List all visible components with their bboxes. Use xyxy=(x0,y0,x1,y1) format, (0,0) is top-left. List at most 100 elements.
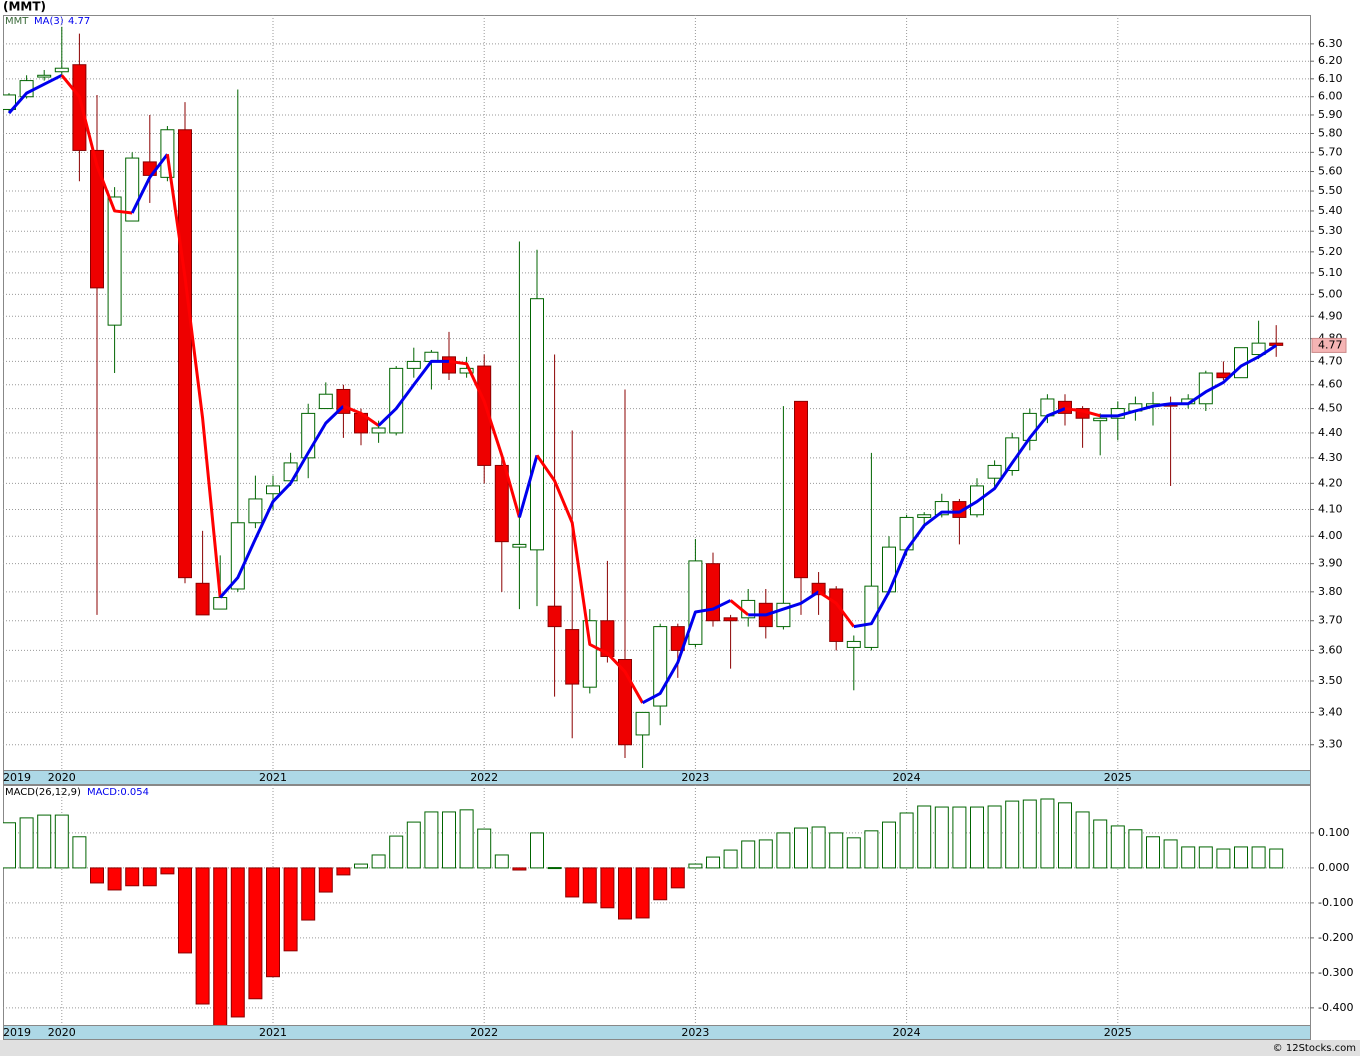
y-tick-label: 3.40 xyxy=(1318,705,1343,718)
legend-symbol: MMT xyxy=(5,16,29,27)
y-tick-label: 4.40 xyxy=(1318,426,1343,439)
candle-body xyxy=(600,620,615,657)
ma-line xyxy=(748,590,820,617)
x-tick-label: 2019 xyxy=(3,1026,31,1039)
y-tick-label: 4.50 xyxy=(1318,402,1343,415)
ma-line xyxy=(517,454,539,518)
macd-bar xyxy=(195,867,210,1005)
x-tick-label: 2022 xyxy=(470,771,498,784)
price-badge xyxy=(1311,337,1347,353)
x-tick-label: 2024 xyxy=(893,771,921,784)
macd-bar xyxy=(547,867,562,870)
candle-body xyxy=(670,626,685,651)
macd-bar xyxy=(178,867,192,954)
y-tick-label: 5.80 xyxy=(1318,126,1343,139)
y-tick-label: 4.30 xyxy=(1318,451,1343,464)
ma-line xyxy=(342,404,380,427)
macd-bar xyxy=(635,867,650,919)
macd-bar xyxy=(811,826,826,869)
macd-bar xyxy=(37,814,52,869)
macd-bar xyxy=(213,867,228,1025)
candle-body xyxy=(987,464,1002,479)
macd-bar xyxy=(283,867,298,952)
macd-bar xyxy=(1146,836,1160,869)
macd-bar xyxy=(600,867,615,909)
y-tick-label: 5.40 xyxy=(1318,204,1343,217)
legend-ma: MA(3) xyxy=(34,16,64,27)
candle-body xyxy=(864,585,879,648)
macd-bar xyxy=(125,867,140,887)
macd-bar xyxy=(142,867,157,887)
candle-body xyxy=(1269,342,1284,346)
price-plot xyxy=(3,15,1310,770)
candle-body xyxy=(846,640,861,648)
macd-bar xyxy=(670,867,685,889)
macd-bar xyxy=(424,811,439,869)
x-tick-label: 2020 xyxy=(48,1026,76,1039)
y-tick-label: 0.100 xyxy=(1318,826,1350,839)
macd-bar xyxy=(582,867,597,904)
date-bar xyxy=(3,1025,1311,1040)
macd-bar xyxy=(706,856,720,869)
macd-bar xyxy=(1128,829,1143,869)
macd-bar xyxy=(530,832,544,869)
candle-body xyxy=(706,563,720,622)
macd-bar xyxy=(934,806,949,869)
macd-bar xyxy=(970,806,984,869)
candle-body xyxy=(459,367,474,374)
macd-bar xyxy=(336,867,351,876)
ma-line xyxy=(130,153,169,214)
y-tick-label: 4.90 xyxy=(1318,309,1343,322)
macd-bar xyxy=(354,863,368,869)
candle-body xyxy=(1093,417,1108,422)
x-tick-label: 2022 xyxy=(470,1026,498,1039)
macd-bar xyxy=(107,867,122,891)
macd-bar xyxy=(1163,839,1178,869)
macd-bar xyxy=(758,839,773,869)
macd-bar xyxy=(1040,798,1055,869)
y-tick-label: 5.30 xyxy=(1318,224,1343,237)
macd-bar xyxy=(266,867,280,978)
macd-bar xyxy=(1198,846,1213,869)
x-tick-label: 2020 xyxy=(48,771,76,784)
candle-body xyxy=(90,149,104,289)
y-tick-label: 3.70 xyxy=(1318,614,1343,627)
macd-bar xyxy=(794,827,808,869)
y-tick-label: 5.10 xyxy=(1318,266,1343,279)
y-tick-label: 6.30 xyxy=(1318,37,1343,50)
macd-bar xyxy=(1234,846,1248,869)
x-tick-label: 2021 xyxy=(259,771,287,784)
ma-line xyxy=(60,74,133,215)
candle-body xyxy=(442,356,456,374)
y-tick-label: 5.50 xyxy=(1318,184,1343,197)
ma-line xyxy=(817,590,855,628)
macd-legend: MACD(26,12,9) xyxy=(5,787,81,798)
candle-body xyxy=(547,605,562,628)
macd-bar xyxy=(1216,848,1231,869)
candle-body xyxy=(582,620,597,688)
macd-bar xyxy=(459,809,474,869)
y-tick-label: -0.400 xyxy=(1318,1001,1353,1014)
candle-body xyxy=(635,711,650,736)
y-tick-label: -0.200 xyxy=(1318,931,1353,944)
macd-bar xyxy=(864,830,879,869)
macd-bar xyxy=(248,867,263,1000)
candle-body xyxy=(882,546,896,593)
macd-bar xyxy=(72,836,87,869)
y-tick-label: 6.20 xyxy=(1318,54,1343,67)
macd-bar xyxy=(776,832,791,869)
macd-bar xyxy=(406,821,421,869)
macd-bar xyxy=(1022,799,1037,869)
macd-plot xyxy=(3,785,1310,1025)
candle-body xyxy=(794,400,808,579)
y-tick-label: 3.50 xyxy=(1318,674,1343,687)
macd-bar xyxy=(1058,802,1072,869)
macd-bar xyxy=(230,867,245,1018)
candle-body xyxy=(917,514,932,518)
candle-body xyxy=(406,360,421,369)
macd-bar xyxy=(1181,846,1196,869)
macd-bar xyxy=(494,854,509,869)
legend-ma-value: 4.77 xyxy=(68,16,90,27)
macd-bar xyxy=(371,854,386,869)
macd-bar xyxy=(882,821,896,869)
